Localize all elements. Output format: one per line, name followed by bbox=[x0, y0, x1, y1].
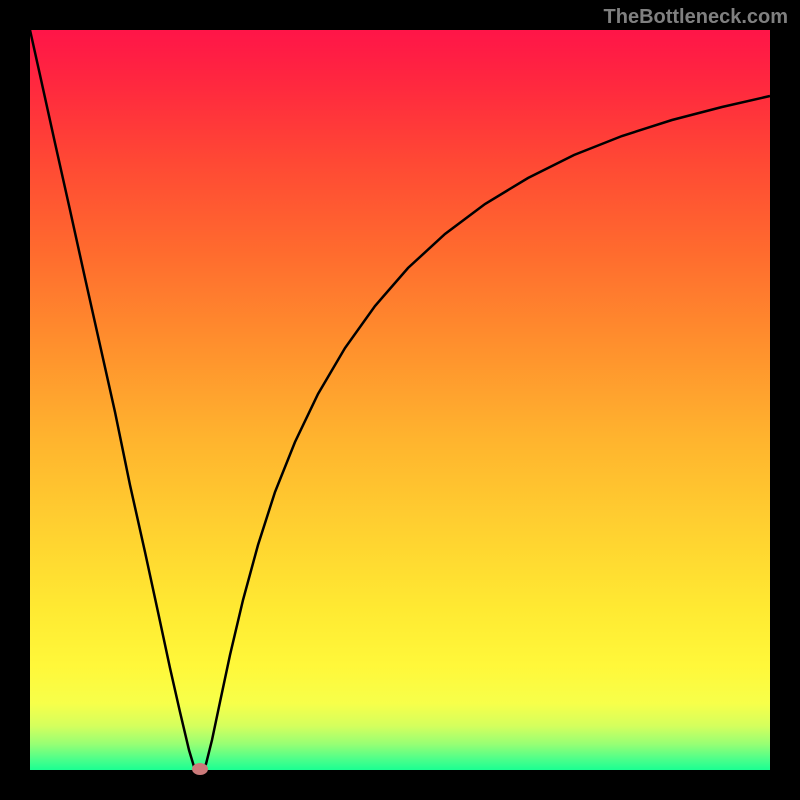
gradient-body bbox=[30, 30, 770, 770]
chart-svg bbox=[0, 0, 800, 800]
chart-container: TheBottleneck.com bbox=[0, 0, 800, 800]
watermark-text: TheBottleneck.com bbox=[604, 6, 788, 29]
marker-dot bbox=[192, 763, 208, 775]
